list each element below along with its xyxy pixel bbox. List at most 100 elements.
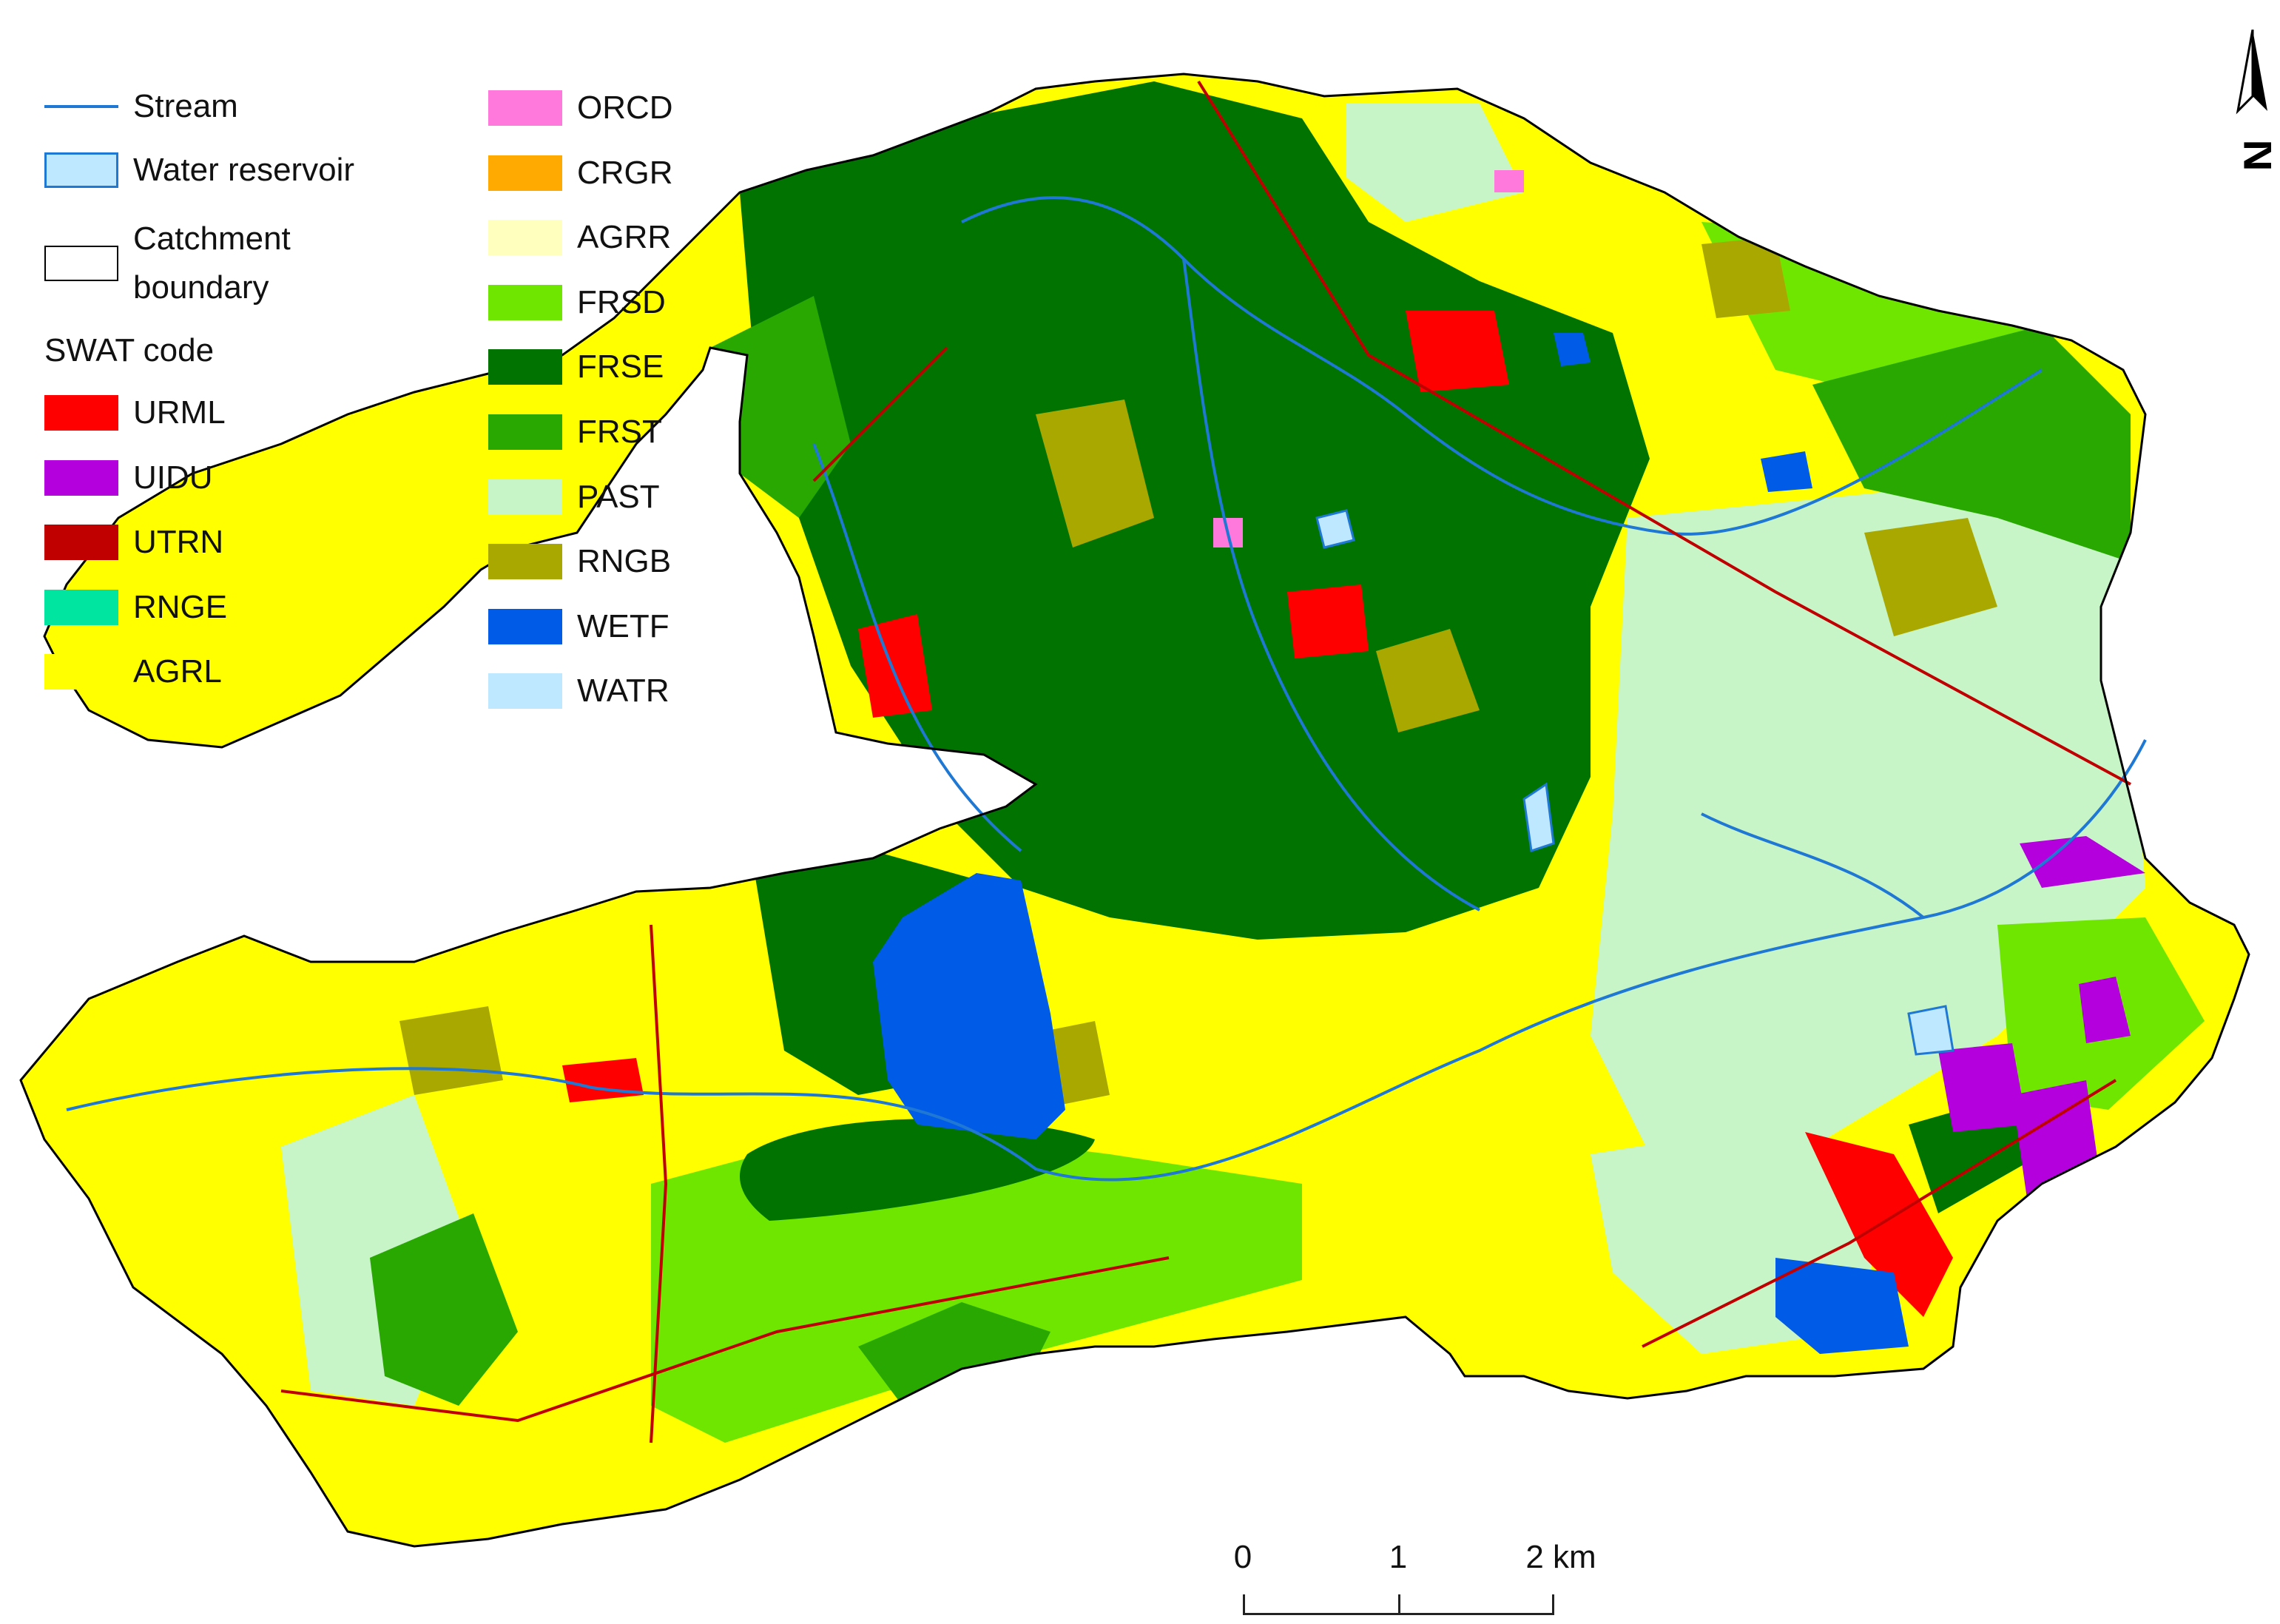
stream-north — [961, 196, 2043, 536]
land-use-watr-1 — [1522, 782, 1555, 852]
legend-swatch-agrl — [44, 654, 118, 690]
road-2 — [280, 1256, 1170, 1423]
legend-item-watr: WATR — [488, 673, 670, 710]
legend-label-agrr: AGRR — [577, 219, 672, 256]
scale-bar: 0 1 2 km — [1213, 1539, 1596, 1620]
legend-swatch-rngb — [488, 544, 562, 580]
legend-swatch-rnge — [44, 589, 118, 625]
land-use-wetf-lake — [873, 873, 1065, 1139]
stream-main — [66, 739, 2147, 1182]
legend-label-agrl: AGRL — [133, 653, 222, 690]
land-use-rngb-2 — [1376, 629, 1480, 732]
land-use-rngb-5 — [1701, 237, 1790, 318]
legend-item-crgr: CRGR — [488, 155, 673, 191]
scale-label-0: 0 — [1233, 1539, 1252, 1575]
legend-swatch-watr — [488, 673, 562, 710]
land-use-rngb-1 — [1036, 400, 1154, 547]
scale-label-1: 1 — [1389, 1539, 1408, 1575]
legend-label-crgr: CRGR — [577, 154, 673, 191]
legend-label-utrn: UTRN — [133, 524, 224, 561]
legend-item-orcd: ORCD — [488, 90, 673, 126]
legend: Stream Water reservoir Catchment boundar… — [0, 0, 703, 740]
land-use-uidu-3 — [2020, 836, 2145, 888]
land-use-wetf-small-1 — [1554, 333, 1591, 366]
legend-swatch-wetf — [488, 608, 562, 644]
land-use-uidu-4 — [2079, 977, 2131, 1043]
legend-swatch-frsd — [488, 284, 562, 320]
land-use-uidu-1 — [1938, 1043, 2027, 1132]
legend-catchment: Catchment boundary — [44, 215, 291, 312]
road-5 — [650, 924, 668, 1443]
legend-stream-label: Stream — [133, 88, 238, 124]
legend-reservoir: Water reservoir — [44, 152, 354, 188]
reservoir-swatch-icon — [44, 152, 118, 188]
land-use-urml-1 — [1406, 311, 1509, 392]
legend-label-uidu: UIDU — [133, 459, 213, 496]
road-3 — [1642, 1079, 2117, 1348]
stream-line-icon — [44, 105, 118, 108]
stream-west — [812, 443, 1022, 852]
land-use-frst-ne — [1812, 326, 2131, 562]
scale-label-2: 2 km — [1525, 1539, 1596, 1575]
land-use-urml-3 — [562, 1058, 644, 1102]
scale-tick-1 — [1398, 1594, 1400, 1615]
stream-east — [1701, 812, 1925, 919]
land-use-watr-2 — [1907, 1005, 1954, 1056]
legend-catchment-label-1: Catchment — [133, 220, 291, 257]
legend-label-rngb: RNGB — [577, 543, 672, 580]
legend-swatch-past — [488, 479, 562, 515]
legend-item-frse: FRSE — [488, 349, 664, 385]
land-use-urml-4 — [858, 614, 932, 718]
legend-item-wetf: WETF — [488, 607, 670, 644]
scale-tick-0 — [1243, 1594, 1245, 1615]
land-use-frst-sw — [370, 1213, 518, 1406]
scale-tick-2 — [1552, 1594, 1554, 1615]
legend-label-frst: FRST — [577, 414, 662, 450]
catchment-swatch-icon — [44, 246, 118, 281]
legend-label-frse: FRSE — [577, 348, 664, 385]
land-use-urml-5 — [1287, 584, 1369, 658]
land-use-watr-3 — [1315, 509, 1355, 549]
legend-label-past: PAST — [577, 478, 660, 515]
north-label: N — [2235, 139, 2271, 171]
legend-item-rngb: RNGB — [488, 543, 672, 580]
land-use-wetf-small-2 — [1761, 451, 1812, 492]
legend-swatch-urml — [44, 395, 118, 431]
land-use-rngb-3 — [1864, 518, 1997, 636]
land-use-frse-ellipse — [740, 1119, 1095, 1221]
legend-swatch-agrr — [488, 220, 562, 256]
legend-swatch-frse — [488, 349, 562, 385]
legend-label-orcd: ORCD — [577, 90, 673, 126]
stream-central — [1182, 258, 1480, 912]
legend-item-rnge: RNGE — [44, 588, 228, 625]
road-1 — [1197, 80, 2131, 786]
road-network — [280, 80, 2131, 1443]
legend-swatch-orcd — [488, 90, 562, 126]
land-use-frst-west — [710, 296, 851, 518]
legend-item-urml: URML — [44, 395, 226, 431]
legend-swatch-crgr — [488, 155, 562, 191]
land-use-past-north — [1346, 104, 1524, 222]
legend-item-uidu: UIDU — [44, 459, 213, 496]
legend-swatch-utrn — [44, 525, 118, 561]
legend-item-past: PAST — [488, 479, 660, 515]
land-use-rngb-4 — [399, 1006, 503, 1095]
legend-label-frsd: FRSD — [577, 283, 666, 320]
legend-catchment-label-2: boundary — [133, 269, 269, 306]
legend-label-watr: WATR — [577, 673, 670, 710]
legend-swatch-uidu — [44, 459, 118, 496]
legend-label-urml: URML — [133, 394, 226, 431]
legend-swatch-frst — [488, 414, 562, 450]
legend-label-wetf: WETF — [577, 607, 670, 644]
catchment-outline — [19, 73, 2250, 1548]
stream-network — [66, 196, 2147, 1182]
legend-stream: Stream — [44, 90, 238, 123]
legend-item-frst: FRST — [488, 414, 662, 450]
legend-label-rnge: RNGE — [133, 588, 228, 625]
land-use-wetf-south — [1775, 1258, 1909, 1354]
land-use-orcd-2 — [1494, 170, 1524, 192]
legend-item-utrn: UTRN — [44, 524, 224, 561]
legend-item-agrl: AGRL — [44, 654, 222, 690]
legend-swat-heading: SWAT code — [44, 332, 215, 368]
